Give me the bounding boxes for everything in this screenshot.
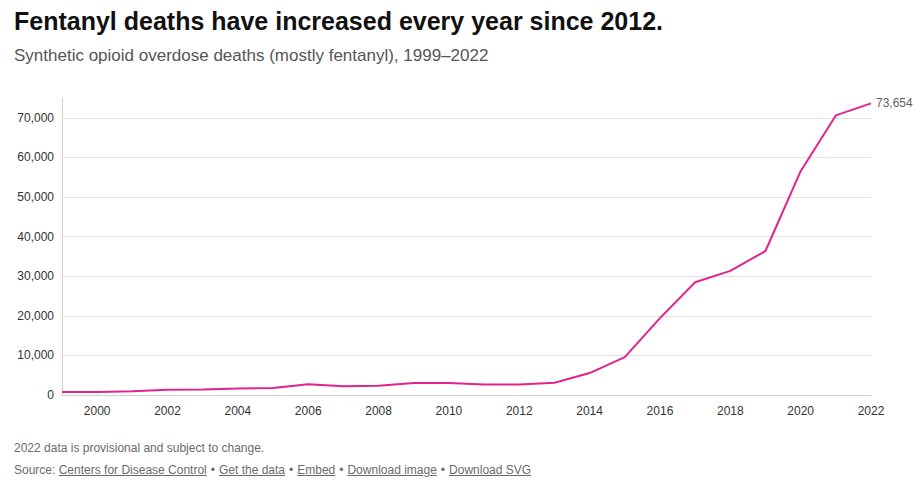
svg-text:2014: 2014 bbox=[576, 404, 603, 418]
svg-text:2012: 2012 bbox=[506, 404, 533, 418]
svg-text:2000: 2000 bbox=[84, 404, 111, 418]
svg-text:2002: 2002 bbox=[154, 404, 181, 418]
svg-text:2016: 2016 bbox=[647, 404, 674, 418]
svg-text:0: 0 bbox=[47, 388, 54, 402]
html-text:2022 data is provisional and s: 2022 data is provisional and subject to … bbox=[14, 441, 265, 455]
svg-text:2018: 2018 bbox=[717, 404, 744, 418]
svg-text:2020: 2020 bbox=[787, 404, 814, 418]
svg-text:2006: 2006 bbox=[295, 404, 322, 418]
svg-text:20,000: 20,000 bbox=[17, 309, 54, 323]
svg-text:30,000: 30,000 bbox=[17, 269, 54, 283]
html-text:Source: Centers for Disease Co: Source: Centers for Disease Control • Ge… bbox=[14, 463, 532, 477]
svg-text:2010: 2010 bbox=[436, 404, 463, 418]
svg-text:40,000: 40,000 bbox=[17, 230, 54, 244]
svg-text:10,000: 10,000 bbox=[17, 348, 54, 362]
svg-text:73,654: 73,654 bbox=[876, 96, 913, 110]
html-text:Synthetic opioid overdose deat: Synthetic opioid overdose deaths (mostly… bbox=[14, 46, 489, 65]
html-text:Fentanyl deaths have increased: Fentanyl deaths have increased every yea… bbox=[14, 7, 663, 35]
svg-text:2022: 2022 bbox=[858, 404, 885, 418]
svg-text:60,000: 60,000 bbox=[17, 150, 54, 164]
svg-text:70,000: 70,000 bbox=[17, 111, 54, 125]
svg-text:50,000: 50,000 bbox=[17, 190, 54, 204]
svg-text:2004: 2004 bbox=[225, 404, 252, 418]
svg-text:2008: 2008 bbox=[365, 404, 392, 418]
